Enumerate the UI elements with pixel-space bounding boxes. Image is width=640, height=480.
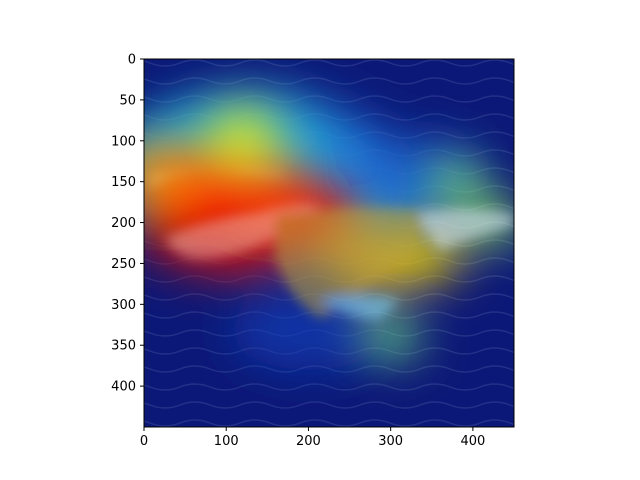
heatmap-hotspot xyxy=(358,312,423,362)
y-tick-label: 250 xyxy=(111,257,136,272)
y-tick-label: 300 xyxy=(111,298,136,313)
heatmap-hotspot xyxy=(204,106,282,167)
x-tick-label: 100 xyxy=(214,434,239,449)
heatmap-hotspot xyxy=(144,139,205,208)
x-tick-label: 200 xyxy=(296,434,321,449)
x-axis: 0 100 200 300 400 xyxy=(140,427,485,449)
x-tick-label: 300 xyxy=(378,434,403,449)
y-tick-label: 150 xyxy=(111,175,136,190)
bird-overlay xyxy=(150,169,514,320)
y-tick-label: 400 xyxy=(111,380,136,395)
y-tick-label: 50 xyxy=(119,93,136,108)
y-tick-label: 0 xyxy=(128,53,136,68)
y-tick-label: 100 xyxy=(111,134,136,149)
plot-frame xyxy=(143,58,515,428)
y-axis: 0 50 100 150 200 250 300 350 400 xyxy=(111,53,144,395)
x-tick-label: 0 xyxy=(140,434,148,449)
y-tick-label: 200 xyxy=(111,216,136,231)
heatmap-plot-area xyxy=(144,59,514,427)
x-tick-label: 400 xyxy=(460,434,485,449)
heatmap-hotspot xyxy=(424,157,489,207)
y-tick-label: 350 xyxy=(111,339,136,354)
